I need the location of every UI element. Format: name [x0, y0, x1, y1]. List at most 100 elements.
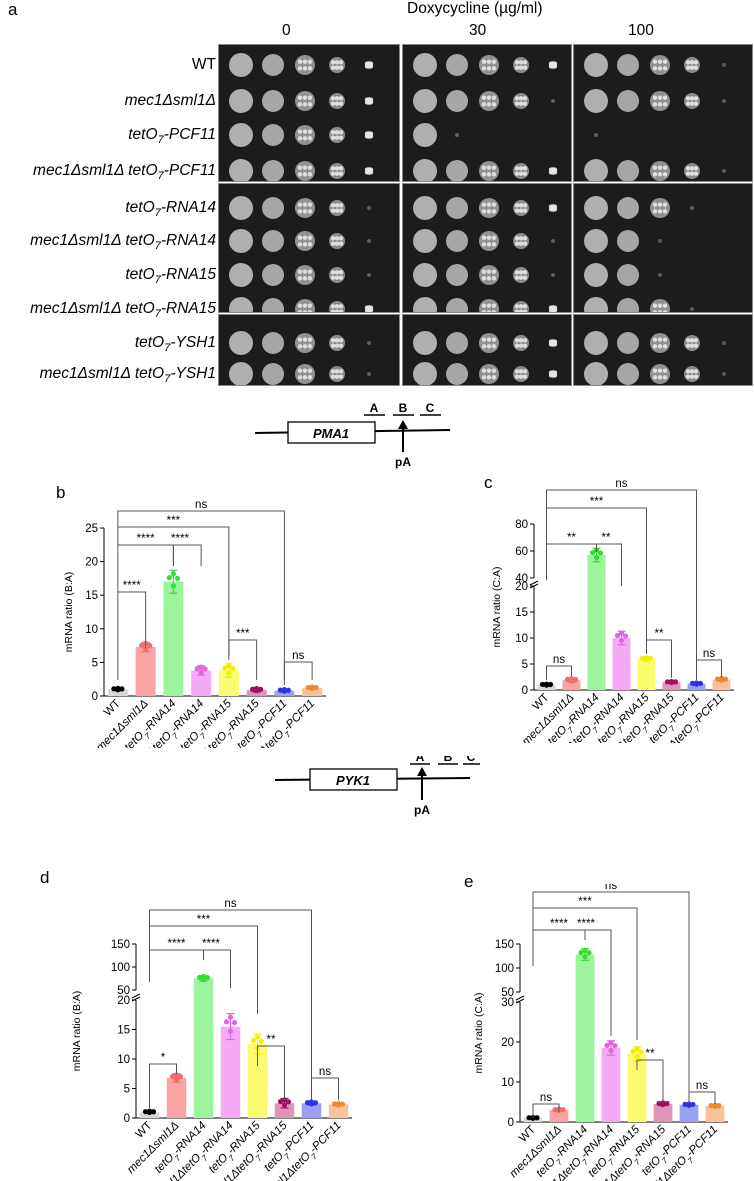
colony-dot [368, 64, 374, 69]
data-point [227, 1028, 234, 1034]
colony-dot [491, 202, 497, 207]
colony-dot [368, 134, 374, 139]
colony-dot [338, 60, 344, 65]
colony-dot [518, 309, 524, 312]
region-b-label: B [444, 756, 453, 764]
colony-dot [338, 309, 344, 312]
data-point [177, 1074, 184, 1080]
colony-dot [302, 95, 308, 100]
colony-dot [481, 209, 487, 214]
panel-c-letter: c [484, 473, 493, 492]
data-point [111, 686, 117, 692]
data-point [231, 1020, 238, 1026]
colony-dot [486, 368, 492, 373]
colony-dot [334, 270, 340, 275]
colony-dot [307, 202, 313, 207]
y-tick-label: 20 [501, 1037, 514, 1049]
bar [302, 687, 323, 696]
colony-spot [329, 233, 345, 249]
data-point [285, 1099, 292, 1105]
y-tick-label: 0 [124, 1113, 130, 1125]
colony-dot [518, 171, 524, 176]
data-point [309, 685, 315, 692]
colony-dot [334, 309, 340, 312]
colony-dot [334, 101, 340, 106]
colony-dot [491, 344, 497, 349]
colony-spot [329, 267, 345, 283]
colony-dot [514, 171, 520, 176]
significance-label: ** [646, 1048, 655, 1060]
plate-spots [413, 196, 558, 312]
colony-spot [262, 90, 284, 112]
data-point [119, 686, 125, 692]
colony-spot [617, 90, 639, 112]
colony-dot [302, 303, 308, 308]
doxycycline-title: Doxycycline (µg/ml) [407, 0, 543, 17]
colony-dot [307, 375, 313, 380]
data-point [656, 1100, 662, 1107]
plate-spots [413, 331, 558, 385]
colony-dot [514, 236, 520, 241]
bar [712, 679, 731, 690]
colony-spot [551, 239, 555, 243]
y-tick-label: 40 [515, 573, 528, 585]
colony-dot [486, 209, 492, 214]
colony-dot [481, 202, 487, 207]
colony-dot [685, 374, 691, 379]
significance-label: ns [319, 1066, 331, 1078]
y-tick-label: 20 [117, 995, 130, 1007]
colony-dot [334, 275, 340, 280]
colony-spot [722, 169, 726, 173]
colony-dot [297, 59, 303, 64]
colony-dot [518, 304, 524, 309]
data-point [708, 1102, 714, 1109]
significance-bracket [311, 1077, 339, 1100]
colony-dot [297, 276, 303, 281]
data-point [146, 1109, 153, 1116]
significance-bracket [532, 1103, 560, 1118]
y-axis-label: mRNA ratio (B:A) [71, 991, 83, 1072]
colony-spot [650, 91, 670, 111]
y-axis-label: mRNA ratio (C:A) [491, 566, 503, 647]
colony-dot [685, 171, 691, 176]
data-point [712, 1103, 718, 1110]
colony-dot [657, 368, 663, 373]
plate-spots [584, 53, 726, 181]
y-tick-label: 0 [508, 1117, 514, 1129]
data-point [170, 583, 176, 589]
colony-dot [693, 96, 699, 101]
colony-dot [689, 96, 695, 101]
data-point [204, 975, 211, 981]
colony-spot [229, 89, 253, 113]
significance-bracket [546, 489, 697, 680]
colony-dot [522, 208, 528, 213]
colony-dot [338, 96, 344, 101]
colony-spot [329, 163, 345, 179]
significance-label: ** [267, 1034, 276, 1046]
colony-dot [297, 202, 303, 207]
colony-dot [689, 369, 695, 374]
pma1-diagram: PMA1 A B C pA [254, 401, 451, 469]
colony-dot [297, 303, 303, 308]
significance-label: **** [550, 918, 568, 930]
colony-spot [594, 133, 598, 137]
plate-spots [229, 196, 374, 312]
data-point [604, 1042, 610, 1049]
colony-dot [552, 207, 558, 212]
axis-break [529, 580, 539, 586]
colony-spot [295, 91, 315, 111]
colony-spot [684, 57, 700, 73]
colony-spot [446, 363, 468, 385]
colony-dot [657, 303, 663, 308]
significance-label: ns [292, 650, 304, 662]
data-point [230, 665, 236, 672]
colony-dot [657, 375, 663, 380]
data-point [608, 1047, 614, 1054]
colony-spot [617, 160, 639, 181]
colony-dot [307, 344, 313, 349]
colony-dot [307, 172, 313, 177]
y-tick-label: 100 [495, 963, 514, 975]
significance-bracket [696, 659, 722, 678]
data-point [308, 1101, 315, 1107]
